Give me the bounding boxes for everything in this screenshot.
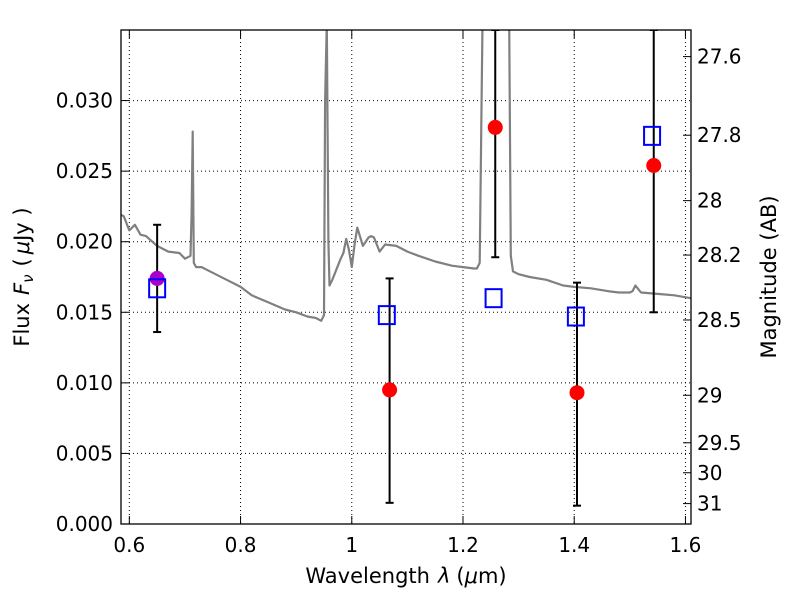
y-tick-label: 0.010 [56, 371, 113, 395]
data-point-square [377, 305, 396, 326]
markers-layer [148, 119, 662, 401]
sed-model-line [121, 30, 691, 322]
error-bars-layer [153, 30, 658, 507]
y2-tick-label: 29.5 [697, 431, 742, 455]
data-point-circle [382, 382, 398, 398]
plot-frame [120, 29, 692, 525]
x-tick-label: 0.8 [225, 533, 257, 557]
y2-tick-label: 29 [697, 383, 722, 407]
y-tick-label: 0.025 [56, 159, 113, 183]
y2-tick-label: 27.8 [697, 123, 742, 147]
y-tick-label: 0.030 [56, 89, 113, 113]
data-point-square [484, 288, 503, 309]
data-point-square [148, 278, 167, 299]
y2-tick-label: 31 [697, 492, 722, 516]
x-tick-label: 1.4 [558, 533, 590, 557]
x-tick-label: 1.2 [447, 533, 479, 557]
y2-tick-label: 30 [697, 461, 722, 485]
y2-tick-label: 27.6 [697, 45, 742, 69]
y2-tick-label: 28.5 [697, 308, 742, 332]
y2-axis-label: Magnitude (AB) [757, 195, 781, 358]
y-tick-label: 0.015 [56, 300, 113, 324]
data-point-square [643, 125, 662, 146]
y2-tick-label: 28.2 [697, 243, 742, 267]
y-tick-label: 0.000 [56, 512, 113, 536]
sed-model-layer [121, 30, 691, 322]
grid [121, 30, 691, 525]
y-tick-label: 0.005 [56, 441, 113, 465]
data-point-circle [487, 119, 503, 135]
y-tick-label: 0.020 [56, 230, 113, 254]
data-point-circle [646, 157, 662, 173]
data-point-square [566, 306, 585, 327]
y2-tick-label: 28 [697, 189, 722, 213]
x-tick-label: 1.6 [670, 533, 702, 557]
x-tick-label: 1 [345, 533, 358, 557]
x-axis-label: Wavelength λ (μm) [305, 564, 506, 588]
ticks: 0.6 0.8 1 1.2 1.4 1.6 0.000 0.005 0.010 0.015 0.02… [56, 30, 742, 557]
data-point-circle [569, 385, 585, 401]
y-axis-label: FluxFν(μJy ) [10, 207, 37, 346]
x-tick-label: 0.6 [113, 533, 145, 557]
